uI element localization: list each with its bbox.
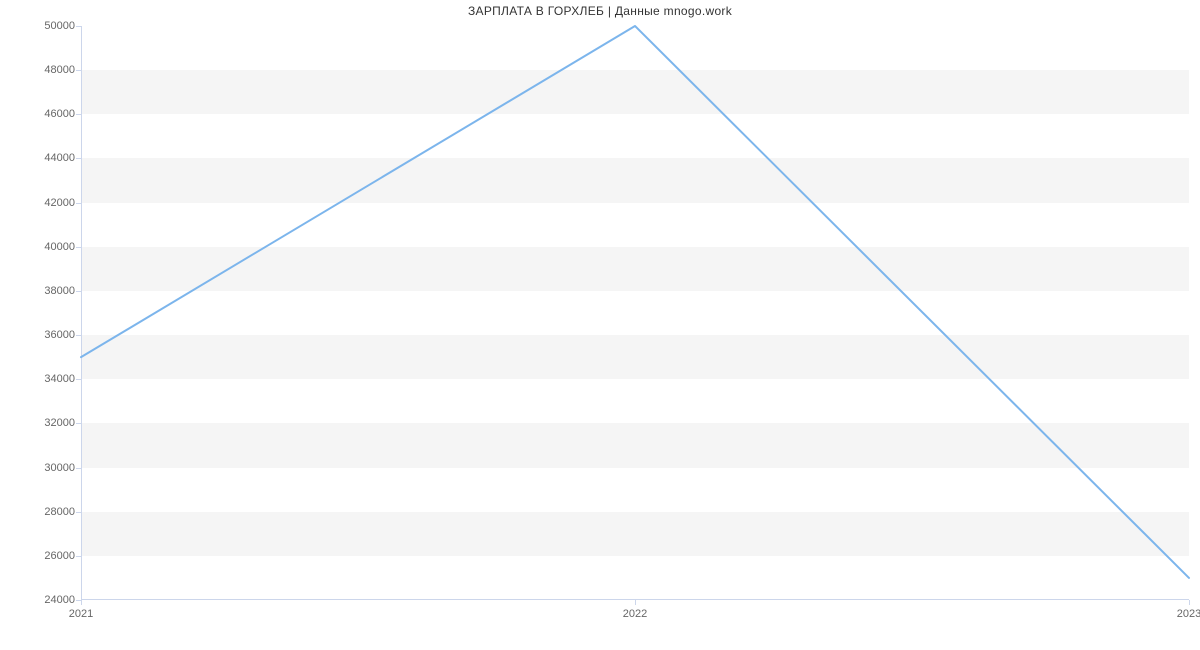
y-axis-tick-label: 48000: [44, 64, 75, 76]
salary-line-chart: ЗАРПЛАТА В ГОРХЛЕБ | Данные mnogo.work 2…: [0, 0, 1200, 650]
y-axis-tick-mark: [76, 335, 81, 336]
x-axis-tick-label: 2021: [69, 608, 93, 620]
y-axis-tick-mark: [76, 556, 81, 557]
chart-title: ЗАРПЛАТА В ГОРХЛЕБ | Данные mnogo.work: [0, 4, 1200, 18]
x-axis-tick-label: 2023: [1177, 608, 1200, 620]
x-axis-tick-mark: [635, 600, 636, 605]
y-axis-tick-mark: [76, 247, 81, 248]
y-axis-tick-mark: [76, 423, 81, 424]
y-axis-tick-label: 42000: [44, 197, 75, 209]
y-axis-tick-mark: [76, 158, 81, 159]
y-axis-tick-label: 24000: [44, 594, 75, 606]
y-axis-tick-label: 44000: [44, 152, 75, 164]
x-axis-tick-label: 2022: [623, 608, 647, 620]
y-axis-tick-label: 40000: [44, 241, 75, 253]
y-axis-tick-label: 50000: [44, 20, 75, 32]
data-line: [81, 26, 1189, 600]
y-axis-tick-label: 32000: [44, 417, 75, 429]
y-axis-tick-mark: [76, 114, 81, 115]
plot-area: 2400026000280003000032000340003600038000…: [81, 26, 1189, 600]
y-axis-tick-label: 30000: [44, 462, 75, 474]
y-axis-tick-label: 26000: [44, 550, 75, 562]
y-axis-tick-label: 46000: [44, 108, 75, 120]
y-axis-tick-mark: [76, 70, 81, 71]
y-axis-tick-label: 36000: [44, 329, 75, 341]
y-axis-tick-label: 38000: [44, 285, 75, 297]
x-axis-tick-mark: [81, 600, 82, 605]
y-axis-tick-mark: [76, 468, 81, 469]
x-axis-tick-mark: [1189, 600, 1190, 605]
y-axis-tick-mark: [76, 203, 81, 204]
y-axis-tick-mark: [76, 26, 81, 27]
y-axis-tick-mark: [76, 291, 81, 292]
y-axis-tick-mark: [76, 512, 81, 513]
y-axis-tick-mark: [76, 379, 81, 380]
y-axis-tick-label: 28000: [44, 506, 75, 518]
y-axis-tick-label: 34000: [44, 373, 75, 385]
